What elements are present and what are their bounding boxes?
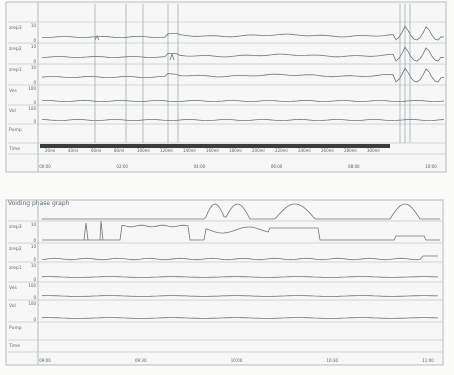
time-tick: 10:00 xyxy=(425,164,437,169)
channel-label: zrep3 xyxy=(9,224,22,230)
scale-max: 100 xyxy=(28,301,36,306)
time-tick: 04:00 xyxy=(194,164,206,169)
pump-step-label: 60ml xyxy=(91,148,101,153)
scale-max: 10 xyxy=(31,263,37,268)
scale-max: 100 xyxy=(28,283,36,288)
signal-trace xyxy=(41,99,445,103)
scale-min: 0 xyxy=(33,119,36,124)
signal-spike xyxy=(99,220,104,241)
signal-trace xyxy=(42,203,440,220)
channel-label: Pump xyxy=(9,325,22,331)
scale-max: 10 xyxy=(31,222,37,227)
time-tick: 11:00 xyxy=(422,358,434,363)
pump-step-label: 300ml xyxy=(367,148,380,153)
time-tick: 10:00 xyxy=(231,358,243,363)
signal-spike xyxy=(169,52,175,61)
voiding-phase-panel: Voiding phase graph zrep3100zrep2100zrep… xyxy=(5,199,444,366)
signal-trace xyxy=(41,118,445,122)
pump-step-label: 20ml xyxy=(45,148,55,153)
channel-label: Pump xyxy=(9,127,22,133)
signal-trace xyxy=(41,46,445,62)
channel-label: Vol xyxy=(9,303,16,309)
channel-label: zrep1 xyxy=(9,265,22,271)
time-tick: 10:30 xyxy=(326,358,338,363)
channel-label: Vol xyxy=(9,108,16,114)
scale-max: 10 xyxy=(31,44,37,49)
channel-label: Time xyxy=(8,146,20,152)
time-tick: 00:00 xyxy=(39,164,51,169)
scale-max: 10 xyxy=(31,65,37,70)
signal-trace xyxy=(41,295,439,297)
scale-min: 0 xyxy=(33,317,36,322)
pump-bar xyxy=(40,144,390,148)
time-tick: 06:00 xyxy=(271,164,283,169)
filling-phase-panel: zrep3100zrep2100zrep1100Ves1000Vol1000Pu… xyxy=(5,1,447,173)
signal-trace xyxy=(41,67,445,83)
channel-label: zrep2 xyxy=(9,246,22,252)
signal-trace xyxy=(41,276,439,278)
scale-min: 0 xyxy=(33,257,36,262)
scale-max: 100 xyxy=(28,106,36,111)
scale-min: 0 xyxy=(33,295,36,300)
signal-trace xyxy=(42,224,440,241)
pump-step-label: 200ml xyxy=(252,148,265,153)
channel-label: Time xyxy=(8,343,20,349)
signal-trace xyxy=(41,25,445,41)
pump-step-label: 100ml xyxy=(137,148,150,153)
pump-step-label: 280ml xyxy=(344,148,357,153)
scale-max: 10 xyxy=(31,244,37,249)
channel-label: zrep2 xyxy=(9,46,22,52)
scale-min: 0 xyxy=(33,38,36,43)
scale-min: 0 xyxy=(33,238,36,243)
pump-step-label: 260ml xyxy=(321,148,334,153)
scale-max: 10 xyxy=(31,23,37,28)
channel-label: zrep3 xyxy=(9,25,22,31)
scale-min: 0 xyxy=(33,80,36,85)
pump-step-label: 220ml xyxy=(275,148,288,153)
pump-step-label: 140ml xyxy=(183,148,196,153)
channel-label: Ves xyxy=(9,285,17,291)
signal-trace xyxy=(41,317,439,319)
pump-step-label: 80ml xyxy=(114,148,124,153)
signal-spike xyxy=(94,35,100,41)
panel-title: Voiding phase graph xyxy=(8,200,70,207)
signal-spike xyxy=(83,222,89,241)
scale-min: 0 xyxy=(33,59,36,64)
channel-label: zrep1 xyxy=(9,67,22,73)
channel-label: Ves xyxy=(9,88,17,94)
scale-min: 0 xyxy=(33,277,36,282)
scale-min: 0 xyxy=(33,100,36,105)
pump-step-label: 240ml xyxy=(298,148,311,153)
pump-step-label: 120ml xyxy=(160,148,173,153)
pump-step-label: 40ml xyxy=(68,148,78,153)
signal-trace xyxy=(41,255,438,261)
time-tick: 09:30 xyxy=(135,358,147,363)
pump-step-label: 180ml xyxy=(229,148,242,153)
scale-max: 100 xyxy=(28,86,36,91)
time-tick: 09:00 xyxy=(39,358,51,363)
time-tick: 08:00 xyxy=(348,164,360,169)
time-tick: 02:00 xyxy=(116,164,128,169)
pump-step-label: 160ml xyxy=(206,148,219,153)
